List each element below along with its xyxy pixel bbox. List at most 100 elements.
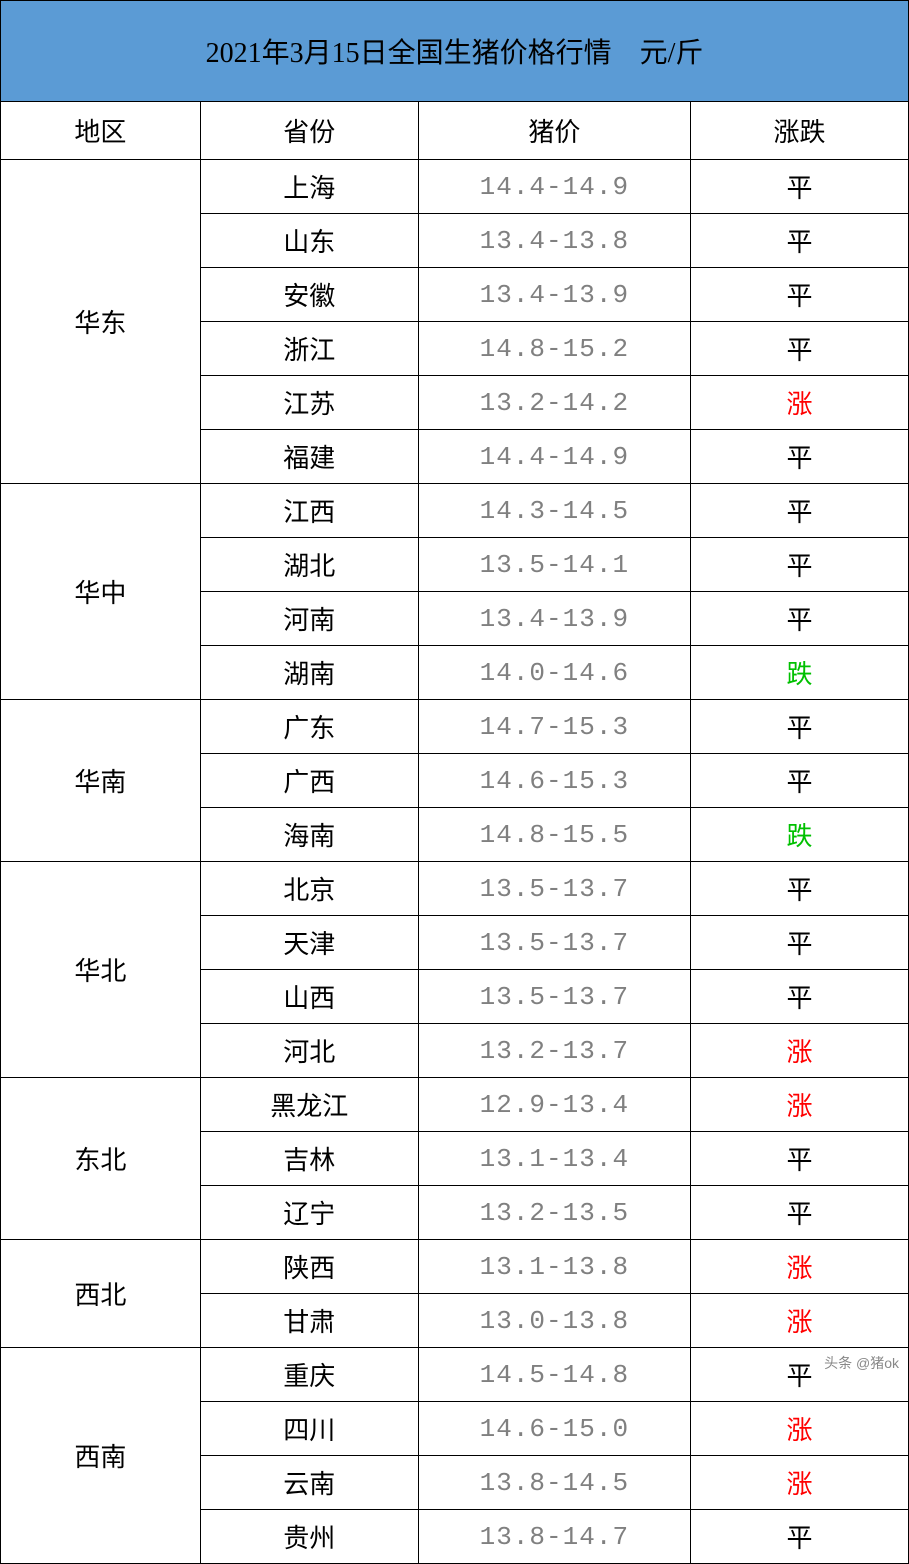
trend-cell: 跌	[691, 646, 909, 700]
trend-cell: 涨	[691, 1240, 909, 1294]
price-cell: 14.4-14.9	[418, 160, 690, 214]
trend-cell: 涨	[691, 1402, 909, 1456]
price-cell: 13.0-13.8	[418, 1294, 690, 1348]
trend-cell: 平	[691, 538, 909, 592]
trend-cell: 平	[691, 214, 909, 268]
table-row: 华中江西14.3-14.5平	[1, 484, 909, 538]
province-cell: 云南	[200, 1456, 418, 1510]
price-cell: 14.3-14.5	[418, 484, 690, 538]
province-cell: 上海	[200, 160, 418, 214]
region-cell: 华北	[1, 862, 201, 1078]
price-cell: 13.4-13.8	[418, 214, 690, 268]
region-cell: 西北	[1, 1240, 201, 1348]
trend-cell: 平	[691, 484, 909, 538]
table-row: 华南广东14.7-15.3平	[1, 700, 909, 754]
table-row: 华北北京13.5-13.7平	[1, 862, 909, 916]
price-cell: 13.2-13.5	[418, 1186, 690, 1240]
trend-cell: 涨	[691, 1024, 909, 1078]
pig-price-table: 2021年3月15日全国生猪价格行情 元/斤 地区 省份 猪价 涨跌 华东上海1…	[0, 0, 909, 1564]
province-cell: 湖北	[200, 538, 418, 592]
header-region: 地区	[1, 102, 201, 160]
region-cell: 华东	[1, 160, 201, 484]
trend-cell: 平	[691, 1510, 909, 1564]
table-body: 华东上海14.4-14.9平山东13.4-13.8平安徽13.4-13.9平浙江…	[1, 160, 909, 1564]
table-title: 2021年3月15日全国生猪价格行情 元/斤	[1, 1, 909, 102]
province-cell: 甘肃	[200, 1294, 418, 1348]
price-cell: 13.2-14.2	[418, 376, 690, 430]
header-trend: 涨跌	[691, 102, 909, 160]
price-cell: 13.8-14.5	[418, 1456, 690, 1510]
province-cell: 重庆	[200, 1348, 418, 1402]
price-cell: 14.7-15.3	[418, 700, 690, 754]
province-cell: 山西	[200, 970, 418, 1024]
table-row: 华东上海14.4-14.9平	[1, 160, 909, 214]
province-cell: 四川	[200, 1402, 418, 1456]
trend-cell: 涨	[691, 376, 909, 430]
price-cell: 13.5-13.7	[418, 916, 690, 970]
trend-cell: 平	[691, 322, 909, 376]
province-cell: 浙江	[200, 322, 418, 376]
trend-cell: 平	[691, 160, 909, 214]
trend-cell: 平	[691, 916, 909, 970]
price-cell: 13.4-13.9	[418, 592, 690, 646]
province-cell: 河北	[200, 1024, 418, 1078]
price-cell: 14.8-15.5	[418, 808, 690, 862]
title-row: 2021年3月15日全国生猪价格行情 元/斤	[1, 1, 909, 102]
trend-cell: 平	[691, 592, 909, 646]
watermark: 头条 @猪ok	[824, 1353, 899, 1373]
price-cell: 13.4-13.9	[418, 268, 690, 322]
trend-cell: 涨	[691, 1078, 909, 1132]
price-cell: 14.0-14.6	[418, 646, 690, 700]
province-cell: 江苏	[200, 376, 418, 430]
province-cell: 黑龙江	[200, 1078, 418, 1132]
price-cell: 14.4-14.9	[418, 430, 690, 484]
region-cell: 华南	[1, 700, 201, 862]
region-cell: 华中	[1, 484, 201, 700]
table-row: 西南重庆14.5-14.8平	[1, 1348, 909, 1402]
province-cell: 吉林	[200, 1132, 418, 1186]
province-cell: 山东	[200, 214, 418, 268]
province-cell: 安徽	[200, 268, 418, 322]
trend-cell: 平	[691, 754, 909, 808]
province-cell: 天津	[200, 916, 418, 970]
trend-cell: 平	[691, 862, 909, 916]
region-cell: 西南	[1, 1348, 201, 1564]
province-cell: 广东	[200, 700, 418, 754]
price-cell: 14.6-15.0	[418, 1402, 690, 1456]
province-cell: 湖南	[200, 646, 418, 700]
trend-cell: 平	[691, 700, 909, 754]
price-cell: 14.5-14.8	[418, 1348, 690, 1402]
province-cell: 河南	[200, 592, 418, 646]
price-cell: 13.2-13.7	[418, 1024, 690, 1078]
price-cell: 13.5-13.7	[418, 862, 690, 916]
province-cell: 海南	[200, 808, 418, 862]
table-row: 西北陕西13.1-13.8涨	[1, 1240, 909, 1294]
region-cell: 东北	[1, 1078, 201, 1240]
trend-cell: 平	[691, 970, 909, 1024]
province-cell: 江西	[200, 484, 418, 538]
price-cell: 13.1-13.4	[418, 1132, 690, 1186]
price-cell: 14.6-15.3	[418, 754, 690, 808]
price-cell: 12.9-13.4	[418, 1078, 690, 1132]
table-row: 东北黑龙江12.9-13.4涨	[1, 1078, 909, 1132]
province-cell: 广西	[200, 754, 418, 808]
trend-cell: 跌	[691, 808, 909, 862]
header-row: 地区 省份 猪价 涨跌	[1, 102, 909, 160]
province-cell: 陕西	[200, 1240, 418, 1294]
trend-cell: 平	[691, 1186, 909, 1240]
province-cell: 辽宁	[200, 1186, 418, 1240]
price-cell: 13.5-13.7	[418, 970, 690, 1024]
price-cell: 14.8-15.2	[418, 322, 690, 376]
header-province: 省份	[200, 102, 418, 160]
header-price: 猪价	[418, 102, 690, 160]
province-cell: 北京	[200, 862, 418, 916]
trend-cell: 平	[691, 268, 909, 322]
price-cell: 13.5-14.1	[418, 538, 690, 592]
price-cell: 13.1-13.8	[418, 1240, 690, 1294]
price-cell: 13.8-14.7	[418, 1510, 690, 1564]
trend-cell: 涨	[691, 1456, 909, 1510]
trend-cell: 平	[691, 430, 909, 484]
province-cell: 贵州	[200, 1510, 418, 1564]
province-cell: 福建	[200, 430, 418, 484]
trend-cell: 平	[691, 1132, 909, 1186]
